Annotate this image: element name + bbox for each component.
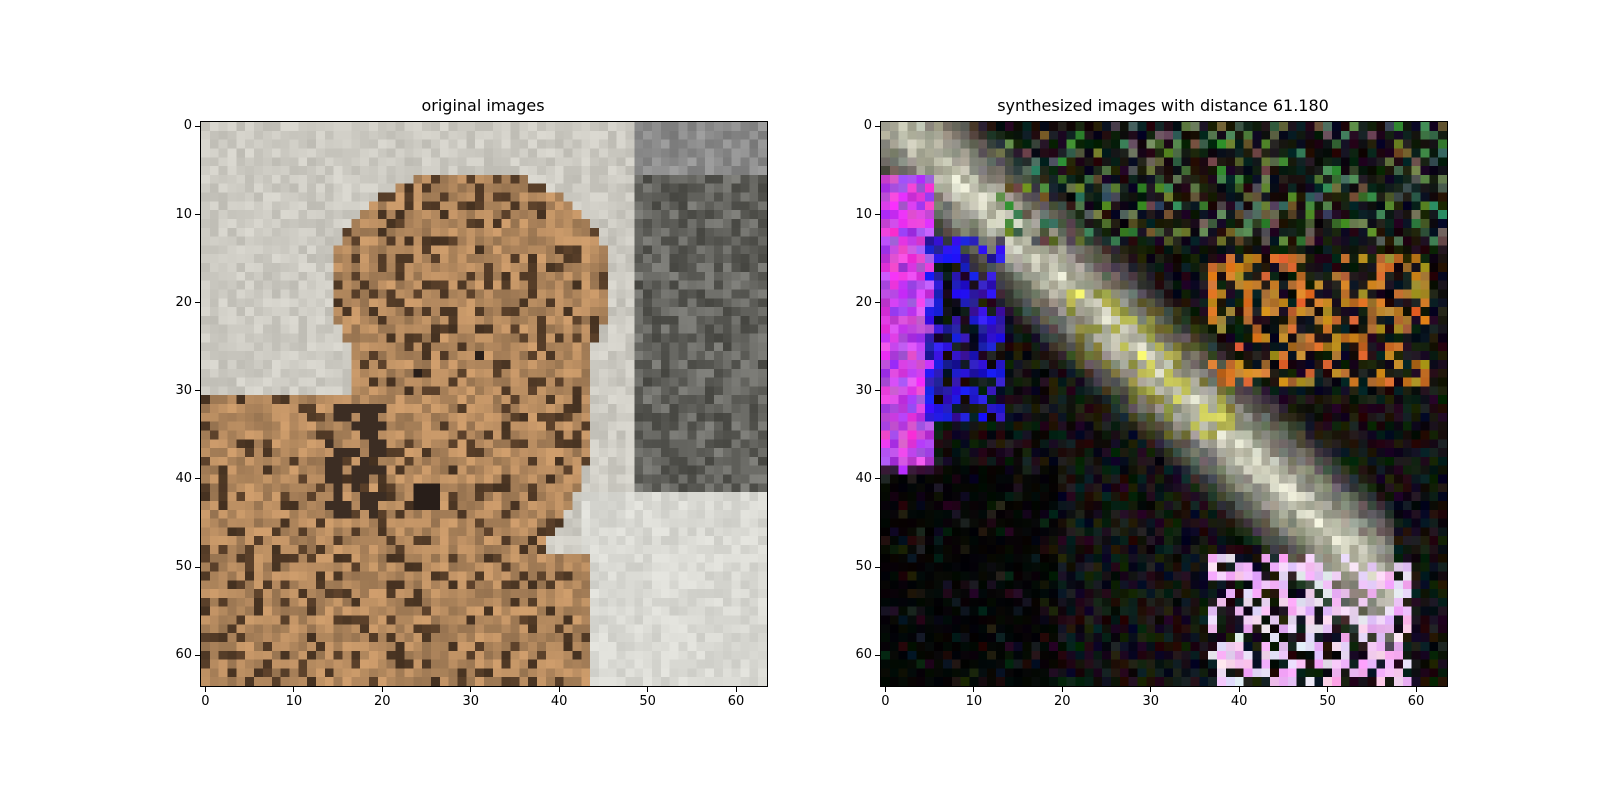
y-tick-label: 50 <box>855 559 872 575</box>
y-tick-mark <box>875 654 880 656</box>
y-tick-mark <box>195 390 200 392</box>
y-tick-mark <box>195 302 200 304</box>
x-tick-mark <box>1150 687 1152 692</box>
x-tick-mark <box>381 687 383 692</box>
x-tick-label: 40 <box>550 694 568 709</box>
panel-title: original images <box>421 96 545 115</box>
y-tick-mark <box>875 566 880 568</box>
original-image <box>201 122 767 686</box>
y-tick-label: 60 <box>175 647 192 663</box>
x-tick-mark <box>558 687 560 692</box>
x-tick-mark <box>1061 687 1063 692</box>
y-tick-mark <box>195 566 200 568</box>
x-tick-label: 10 <box>285 694 303 709</box>
x-tick-mark <box>735 687 737 692</box>
x-tick-mark <box>884 687 886 692</box>
x-tick-mark <box>1327 687 1329 692</box>
y-tick-label: 40 <box>175 470 192 486</box>
image-plot-area <box>880 121 1448 687</box>
y-tick-label: 50 <box>175 559 192 575</box>
y-tick-mark <box>195 654 200 656</box>
x-tick-label: 40 <box>1230 694 1248 709</box>
x-tick-label: 10 <box>965 694 983 709</box>
y-tick-mark <box>875 302 880 304</box>
x-tick-label: 0 <box>881 694 890 709</box>
y-tick-mark <box>195 214 200 216</box>
x-tick-label: 30 <box>1142 694 1159 709</box>
x-tick-mark <box>1415 687 1417 692</box>
synthesized-image <box>881 122 1447 686</box>
y-tick-mark <box>195 478 200 480</box>
image-plot-area <box>200 121 768 687</box>
x-tick-label: 60 <box>727 694 745 709</box>
y-tick-label: 0 <box>863 118 872 134</box>
y-tick-label: 60 <box>855 647 872 663</box>
y-tick-mark <box>875 478 880 480</box>
y-tick-label: 20 <box>855 294 872 310</box>
x-tick-label: 20 <box>1054 694 1071 709</box>
x-tick-mark <box>973 687 975 692</box>
y-tick-label: 20 <box>175 294 192 310</box>
y-tick-mark <box>875 390 880 392</box>
y-tick-label: 30 <box>855 382 872 398</box>
y-tick-label: 10 <box>175 206 192 222</box>
y-tick-label: 30 <box>175 382 192 398</box>
x-tick-label: 60 <box>1407 694 1425 709</box>
x-tick-mark <box>204 687 206 692</box>
y-tick-mark <box>195 125 200 127</box>
y-tick-mark <box>875 125 880 127</box>
y-tick-mark <box>875 214 880 216</box>
panel-title: synthesized images with distance 61.180 <box>997 96 1329 115</box>
x-tick-label: 0 <box>201 694 210 709</box>
x-tick-label: 30 <box>462 694 479 709</box>
y-tick-label: 0 <box>183 118 192 134</box>
x-tick-mark <box>293 687 295 692</box>
x-tick-mark <box>1238 687 1240 692</box>
x-tick-mark <box>647 687 649 692</box>
y-tick-label: 10 <box>855 206 872 222</box>
x-tick-mark <box>470 687 472 692</box>
x-tick-label: 20 <box>374 694 391 709</box>
x-tick-label: 50 <box>639 694 656 709</box>
y-tick-label: 40 <box>855 470 872 486</box>
x-tick-label: 50 <box>1319 694 1336 709</box>
